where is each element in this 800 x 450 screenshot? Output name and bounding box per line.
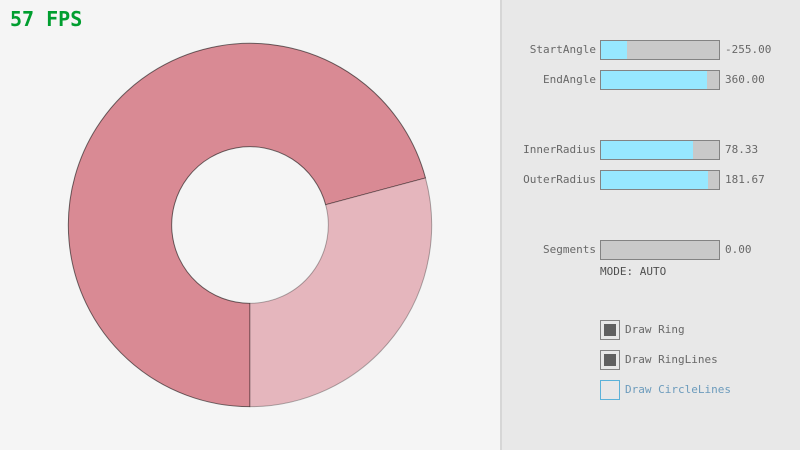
checkmark-icon: [604, 354, 616, 366]
slider-row-segments: Segments 0.00: [0, 240, 800, 260]
inner-radius-label: InnerRadius: [523, 143, 596, 156]
outer-radius-slider-fill: [601, 171, 709, 189]
slider-row-start-angle: StartAngle -255.00: [0, 40, 800, 60]
draw-ring-label: Draw Ring: [625, 323, 685, 336]
ring-canvas: [67, 42, 433, 408]
ring-single-sector: [249, 177, 433, 408]
outer-radius-label: OuterRadius: [523, 173, 596, 186]
end-angle-slider[interactable]: [600, 70, 720, 90]
checkmark-icon: [604, 324, 616, 336]
inner-radius-value: 78.33: [725, 143, 759, 156]
checkbox-draw-ring-lines[interactable]: Draw RingLines: [600, 350, 790, 370]
mode-text: MODE: AUTO: [600, 265, 667, 278]
inner-radius-slider-fill: [601, 141, 694, 159]
end-angle-slider-fill: [601, 71, 708, 89]
start-angle-slider[interactable]: [600, 40, 720, 60]
segments-slider[interactable]: [600, 240, 720, 260]
checkbox-draw-ring[interactable]: Draw Ring: [600, 320, 790, 340]
outer-radius-value: 181.67: [725, 173, 765, 186]
ring-overlap-sector: [67, 42, 427, 408]
outer-radius-slider[interactable]: [600, 170, 720, 190]
segments-label: Segments: [543, 243, 596, 256]
end-angle-label: EndAngle: [543, 73, 596, 86]
draw-circle-lines-checkbox[interactable]: [600, 380, 620, 400]
draw-circle-lines-label: Draw CircleLines: [625, 383, 731, 396]
end-angle-value: 360.00: [725, 73, 765, 86]
fps-counter: 57 FPS: [10, 7, 83, 31]
slider-row-inner-radius: InnerRadius 78.33: [0, 140, 800, 160]
inner-radius-slider[interactable]: [600, 140, 720, 160]
slider-row-outer-radius: OuterRadius 181.67: [0, 170, 800, 190]
start-angle-slider-fill: [601, 41, 627, 59]
checkbox-draw-circle-lines[interactable]: Draw CircleLines: [600, 380, 790, 400]
draw-ring-checkbox[interactable]: [600, 320, 620, 340]
slider-row-end-angle: EndAngle 360.00: [0, 70, 800, 90]
start-angle-value: -255.00: [725, 43, 772, 56]
draw-ring-lines-label: Draw RingLines: [625, 353, 718, 366]
draw-ring-lines-checkbox[interactable]: [600, 350, 620, 370]
segments-value: 0.00: [725, 243, 752, 256]
start-angle-label: StartAngle: [529, 43, 596, 56]
